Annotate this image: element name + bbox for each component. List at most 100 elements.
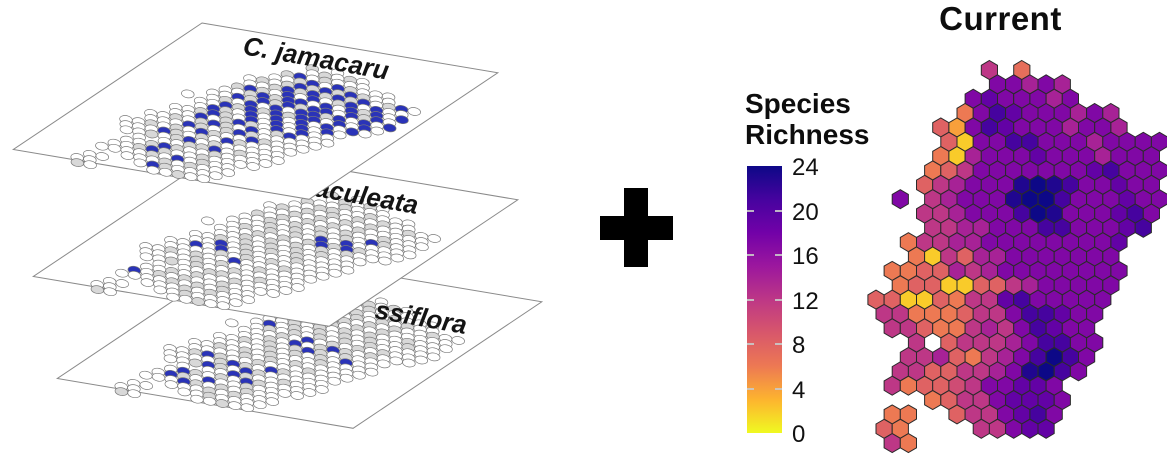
richness-hex-cell [924, 390, 942, 411]
region-hex [427, 234, 441, 243]
plus-vertical-bar [624, 188, 648, 267]
region-hex [439, 344, 453, 354]
region-hex [139, 381, 153, 390]
plus-icon [600, 188, 673, 267]
region-hex [225, 318, 239, 328]
region-hex [229, 298, 243, 308]
colorbar-tick-mark [747, 298, 754, 301]
richness-hex-cell [1005, 418, 1023, 439]
legend-tick-label: 20 [792, 198, 819, 226]
region-hex [258, 159, 273, 168]
richness-hex-cell [1037, 418, 1055, 439]
region-hex [271, 156, 285, 165]
region-hex [291, 283, 305, 292]
richness-hex-cell [883, 318, 901, 339]
region-hex [333, 130, 347, 140]
region-hex [296, 144, 310, 154]
legend-tick-label: 0 [792, 421, 806, 448]
region-hex [358, 129, 372, 139]
region-hex [283, 147, 297, 157]
region-hex [427, 352, 441, 362]
colorbar-tick-mark [747, 387, 754, 390]
region-hex [266, 289, 280, 298]
occurrence-hex [395, 115, 409, 125]
species-panel-jamacaru: C. jamacaru [11, 22, 500, 200]
richness-hex-cell [1069, 361, 1088, 382]
colorbar-tick-mark [747, 343, 754, 345]
region-hex [377, 359, 391, 369]
richness-hex-cell [1021, 418, 1039, 439]
region-hex [451, 336, 465, 345]
region-hex [216, 301, 231, 311]
region-hex [265, 397, 279, 406]
legend-tick-label: 12 [792, 287, 819, 315]
richness-hex-cell [948, 404, 966, 425]
panel-body [11, 22, 500, 200]
region-hex [316, 271, 330, 281]
region-hex [370, 126, 384, 136]
region-hex [209, 171, 223, 181]
legend-title-line1: Species [745, 88, 851, 119]
colorbar-tick-mark [775, 387, 782, 390]
region-hex [181, 89, 195, 99]
colorbar-tick-mark [775, 209, 782, 212]
richness-hexmap [867, 59, 1167, 454]
region-hex [320, 138, 335, 148]
region-hex [328, 268, 342, 278]
richness-hex-cell [899, 433, 917, 454]
region-hex [340, 373, 354, 383]
region-hex [403, 250, 417, 260]
region-hex [115, 279, 129, 288]
region-hex [278, 286, 293, 295]
region-hex [340, 265, 355, 275]
region-hex [240, 403, 255, 413]
region-hex [95, 152, 109, 161]
region-hex [246, 162, 260, 171]
region-hex [327, 376, 341, 386]
region-hex [201, 216, 215, 226]
region-hex [302, 388, 317, 397]
colorbar-tick-mark [775, 254, 782, 256]
region-hex [103, 287, 117, 297]
region-hex [315, 385, 329, 394]
colorbar-tick-mark [775, 343, 782, 345]
occurrence-hex [383, 123, 397, 133]
region-hex [390, 253, 404, 263]
legend-tick-label: 8 [792, 332, 806, 359]
region-hex [415, 242, 429, 252]
colorbar-tick-mark [747, 254, 754, 256]
legend-title-line2: Richness [745, 119, 870, 150]
region-hex [196, 174, 211, 184]
richness-hex-cell [988, 418, 1007, 439]
richness-hex-cell [883, 433, 901, 454]
region-hex [241, 295, 255, 304]
colorbar-tick-mark [775, 298, 782, 301]
region-hex [303, 274, 317, 284]
colorbar-tick-mark [747, 209, 754, 212]
region-hex [402, 358, 416, 368]
right-map-title: Current [939, 0, 1062, 37]
region-hex [127, 389, 141, 399]
species-panel-ssiflora: ssiflora [55, 251, 544, 429]
region-hex [353, 257, 367, 267]
richness-hex-cell [891, 189, 909, 210]
legend-tick-label: 16 [792, 243, 819, 270]
richness-hex-cell [972, 418, 990, 439]
region-hex [378, 256, 392, 266]
richness-hex-cell [1134, 217, 1152, 238]
panel-body [31, 149, 520, 327]
region-hex [407, 107, 421, 116]
region-hex [290, 391, 304, 400]
region-hex [253, 400, 267, 410]
richness-hex-cell [883, 375, 901, 396]
richness-hex-cell [899, 375, 917, 396]
region-hex [352, 370, 366, 380]
species-panel-aculeata: aculeata [31, 149, 520, 327]
region-hex [83, 160, 97, 170]
legend-tick-label: 24 [792, 154, 819, 181]
region-hex [221, 168, 235, 177]
region-hex [364, 367, 379, 377]
panel-body [55, 251, 544, 429]
